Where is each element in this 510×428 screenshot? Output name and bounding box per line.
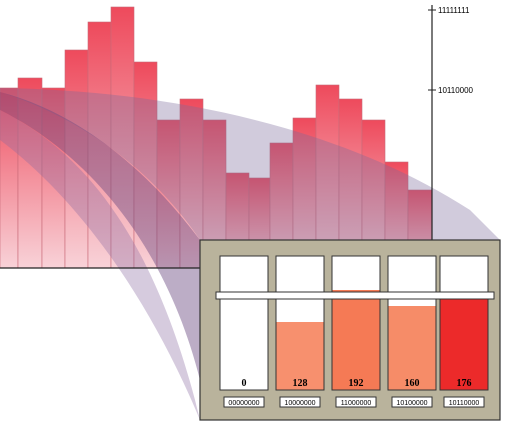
tube-value: 160 — [405, 378, 420, 389]
tube-code: 10110000 — [449, 400, 480, 407]
panel: 0 128 192 160 176 00000000 10000000 1100… — [199, 239, 501, 421]
sweep-bands — [0, 88, 500, 420]
tube-value: 0 — [242, 378, 247, 389]
axis-label: 11111111 — [438, 6, 470, 15]
tube-code: 10000000 — [284, 400, 315, 407]
tube-value: 128 — [293, 378, 308, 389]
axis-label: 10110000 — [438, 86, 474, 95]
tube-code: 00000000 — [228, 400, 259, 407]
tube-value: 176 — [457, 378, 472, 389]
tube-code: 11000000 — [341, 400, 372, 407]
tube-code: 10100000 — [396, 400, 427, 407]
tube-value: 192 — [349, 378, 364, 389]
histogram — [0, 6, 433, 269]
